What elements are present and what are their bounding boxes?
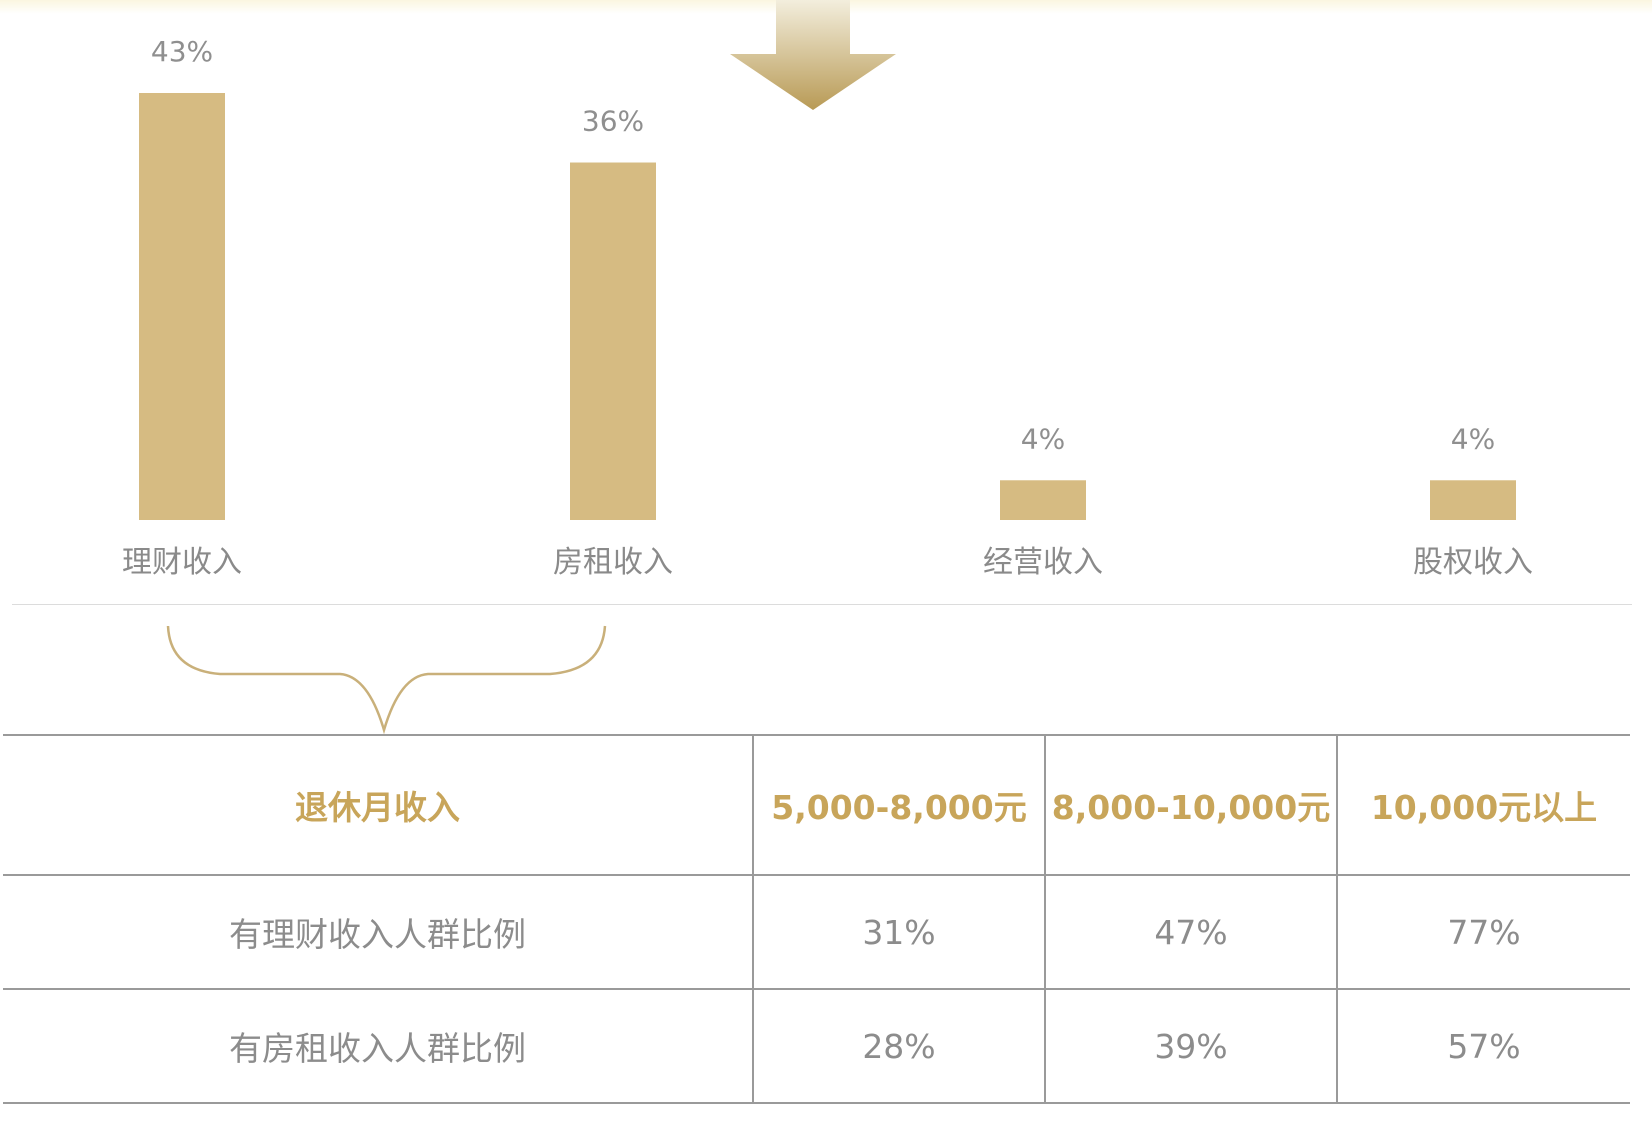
bar-2 bbox=[570, 162, 656, 520]
bar-1 bbox=[139, 93, 225, 520]
header-cell-income: 退休月收入 bbox=[3, 734, 753, 876]
table-row: 有房租收入人群比例 28% 39% 57% bbox=[3, 988, 1630, 1104]
table-cell: 28% bbox=[752, 988, 1045, 1104]
header-cell-range-1: 5,000-8,000元 bbox=[752, 734, 1045, 876]
table-cell: 47% bbox=[1044, 874, 1337, 990]
bar-3 bbox=[1000, 480, 1086, 520]
bar-category-label: 股权收入 bbox=[1413, 545, 1533, 580]
bar-category-label: 经营收入 bbox=[983, 545, 1103, 580]
bar-value-label: 4% bbox=[1021, 422, 1065, 455]
bar-value-label: 43% bbox=[151, 35, 213, 68]
row-label: 有理财收入人群比例 bbox=[3, 874, 753, 990]
chart-divider-line bbox=[12, 604, 1632, 605]
down-arrow-icon bbox=[730, 0, 896, 110]
grouping-brace bbox=[166, 625, 607, 735]
header-cell-range-3: 10,000元以上 bbox=[1336, 734, 1630, 876]
table-cell: 77% bbox=[1336, 874, 1630, 990]
bar-4 bbox=[1430, 480, 1516, 520]
income-bar-chart: 43% 理财收入 36% 房租收入 4% 经营收入 4% 股权收入 bbox=[122, 35, 1533, 580]
header-cell-range-2: 8,000-10,000元 bbox=[1044, 734, 1337, 876]
table-header-row: 退休月收入 5,000-8,000元 8,000-10,000元 10,000元… bbox=[3, 734, 1630, 876]
bar-value-label: 4% bbox=[1451, 422, 1495, 455]
bar-value-label: 36% bbox=[582, 105, 644, 138]
retirement-income-table: 退休月收入 5,000-8,000元 8,000-10,000元 10,000元… bbox=[3, 734, 1630, 1104]
table-cell: 39% bbox=[1044, 988, 1337, 1104]
table-row: 有理财收入人群比例 31% 47% 77% bbox=[3, 874, 1630, 990]
bar-category-label: 理财收入 bbox=[122, 545, 242, 580]
row-label: 有房租收入人群比例 bbox=[3, 988, 753, 1104]
table-cell: 31% bbox=[752, 874, 1045, 990]
table-cell: 57% bbox=[1336, 988, 1630, 1104]
bar-category-label: 房租收入 bbox=[553, 545, 673, 580]
